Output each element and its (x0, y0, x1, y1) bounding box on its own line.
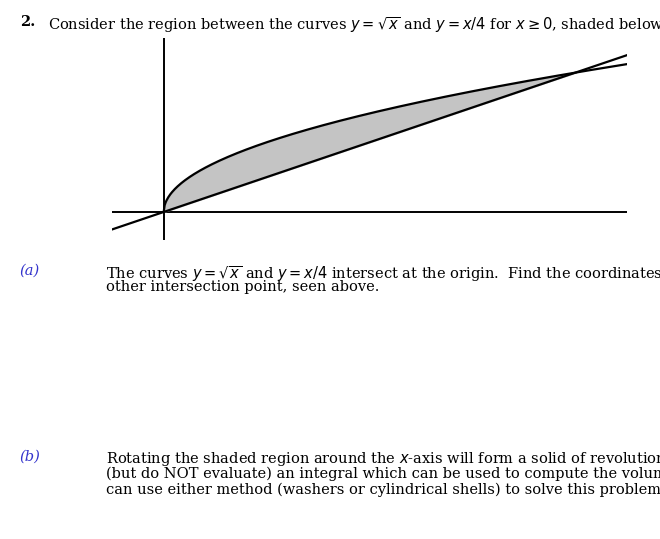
Text: The curves $y = \sqrt{x}$ and $y = x/4$ intersect at the origin.  Find the coord: The curves $y = \sqrt{x}$ and $y = x/4$ … (106, 264, 660, 284)
Text: Consider the region between the curves $y = \sqrt{x}$ and $y = x/4$ for $x \geq : Consider the region between the curves $… (48, 15, 660, 35)
Text: (a): (a) (20, 264, 40, 278)
Text: (but do NOT evaluate) an integral which can be used to compute the volume of thi: (but do NOT evaluate) an integral which … (106, 466, 660, 481)
Text: can use either method (washers or cylindrical shells) to solve this problem.: can use either method (washers or cylind… (106, 482, 660, 497)
Text: other intersection point, seen above.: other intersection point, seen above. (106, 280, 379, 294)
Text: 2.: 2. (20, 15, 35, 29)
Text: Rotating the shaded region around the $x$-axis will form a solid of revolution. : Rotating the shaded region around the $x… (106, 450, 660, 468)
Text: (b): (b) (20, 450, 41, 464)
